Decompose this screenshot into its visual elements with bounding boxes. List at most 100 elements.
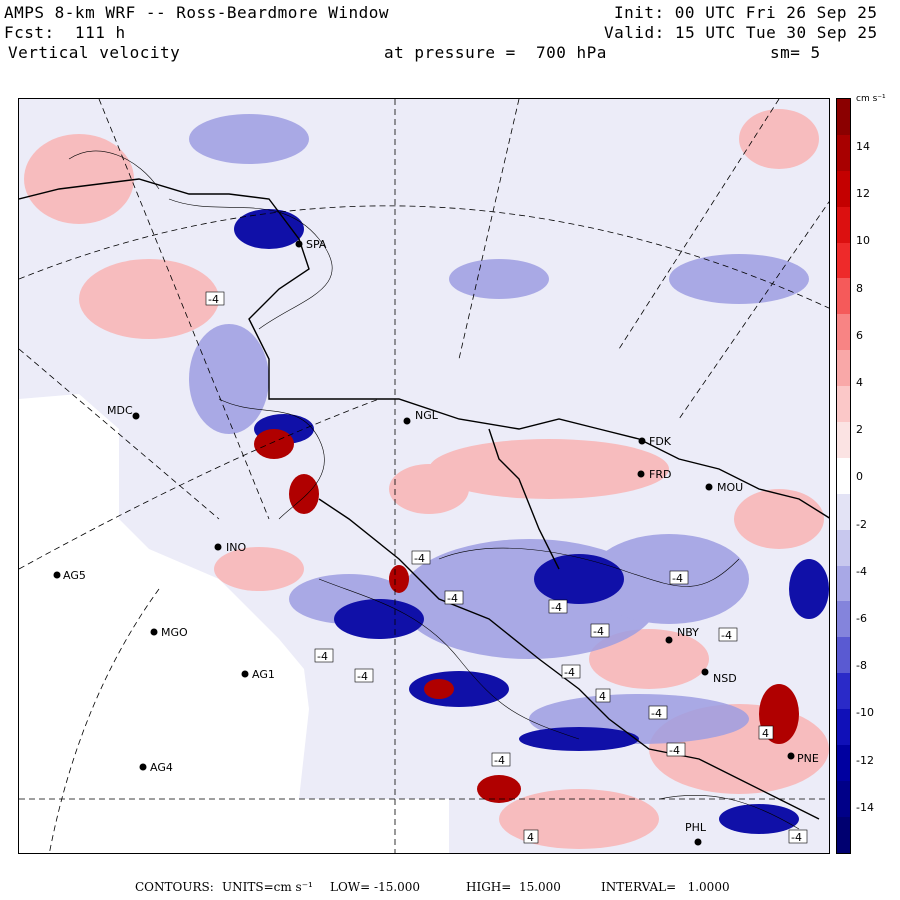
svg-text:-4: -4: [593, 625, 604, 638]
init-time: Init: 00 UTC Fri 26 Sep 25: [614, 3, 878, 22]
contour-label: -4: [354, 668, 374, 683]
svg-text:-4: -4: [317, 650, 328, 663]
vertical-velocity-map: MDC NGL FDK FRD MOU INO: [19, 99, 829, 853]
color-scale-tick-label: -8: [856, 659, 867, 673]
ross-ice-shelf-no-data: [19, 394, 309, 799]
color-scale-segment: [837, 637, 850, 674]
contour-label: -4: [444, 590, 464, 605]
svg-text:-4: -4: [672, 572, 683, 585]
color-scale-segment: [837, 493, 850, 530]
footer-contours: CONTOURS:: [135, 880, 214, 894]
svg-text:-4: -4: [494, 754, 505, 767]
contour-label: -4: [669, 570, 689, 585]
svg-text:AG1: AG1: [252, 668, 275, 681]
color-scale-bar: [836, 98, 851, 854]
svg-text:FRD: FRD: [649, 468, 671, 481]
contour-label: -4: [411, 550, 431, 565]
footer-low: LOW= -15.000: [330, 880, 421, 894]
color-scale-segment: [837, 745, 850, 781]
coastline: [19, 178, 829, 820]
contour-lines: [68, 150, 800, 830]
contour-label: 4: [523, 829, 539, 844]
color-scale-segment: [837, 565, 850, 602]
color-scale-tick-label: 8: [856, 281, 863, 295]
color-scale-segment: [837, 350, 850, 387]
color-scale-segment: [837, 601, 850, 638]
forecast-hour: Fcst: 111 h: [4, 23, 126, 42]
station-ag5: AG5: [53, 569, 86, 582]
contour-label: 4: [758, 725, 774, 740]
station-phl: PHL: [685, 821, 707, 846]
station-pne: PNE: [787, 752, 819, 765]
svg-text:-4: -4: [791, 831, 802, 844]
color-scale-tick-label: -14: [856, 800, 874, 814]
color-scale-segment: [837, 242, 850, 279]
footer-high: HIGH= 15.000: [466, 880, 561, 894]
svg-text:PNE: PNE: [797, 752, 819, 765]
station-ngl: NGL: [403, 409, 439, 425]
pressure-level: at pressure = 700 hPa: [384, 43, 607, 62]
color-scale-segment: [837, 529, 850, 566]
map-panel: MDC NGL FDK FRD MOU INO: [18, 98, 830, 854]
svg-text:AG5: AG5: [63, 569, 86, 582]
stations: MDC NGL FDK FRD MOU INO: [53, 238, 819, 846]
station-mdc: MDC: [107, 404, 140, 420]
svg-text:NBY: NBY: [677, 626, 699, 639]
color-scale-tick-label: -4: [856, 564, 867, 578]
color-scale-segment: [837, 457, 850, 494]
contour-label: -4: [718, 627, 738, 642]
station-spa: SPA: [295, 238, 327, 251]
svg-text:4: 4: [599, 690, 606, 703]
footer-units: UNITS=cm s⁻¹: [222, 880, 313, 894]
smoothing: sm= 5: [770, 43, 821, 62]
color-scale-segment: [837, 206, 850, 243]
station-mou: MOU: [705, 481, 743, 494]
contour-label: -4: [314, 648, 334, 663]
color-scale-segment: [837, 709, 850, 746]
contour-label: -4: [561, 664, 581, 679]
footer-interval: INTERVAL= 1.0000: [601, 880, 730, 894]
svg-text:-4: -4: [208, 293, 219, 306]
svg-text:-4: -4: [551, 601, 562, 614]
color-scale-segment: [837, 134, 850, 171]
color-scale-segment: [837, 780, 850, 817]
svg-text:-4: -4: [447, 592, 458, 605]
color-scale-segment: [837, 314, 850, 351]
color-scale-tick-label: -6: [856, 612, 867, 625]
svg-text:MGO: MGO: [161, 626, 188, 639]
color-scale-tick-label: 14: [856, 140, 870, 153]
svg-text:-4: -4: [669, 744, 680, 757]
svg-text:-4: -4: [721, 629, 732, 642]
ice-shelf-south: [19, 799, 449, 853]
svg-text:-4: -4: [564, 666, 575, 679]
contour-label: -4: [205, 291, 225, 306]
color-scale-tick-label: -10: [856, 706, 874, 720]
contour-label: -4: [648, 705, 668, 720]
svg-text:-4: -4: [651, 707, 662, 720]
svg-text:-4: -4: [357, 670, 368, 683]
svg-text:-4: -4: [414, 552, 425, 565]
positive-regions: [24, 109, 829, 849]
station-nsd: NSD: [701, 668, 737, 685]
station-frd: FRD: [637, 468, 671, 481]
color-scale-segment: [837, 673, 850, 710]
contour-label: -4: [590, 623, 610, 638]
color-scale-segment: [837, 386, 850, 423]
color-scale-tick-label: 12: [856, 187, 870, 201]
station-ino: INO: [214, 541, 246, 554]
svg-text:FDK: FDK: [649, 435, 672, 448]
color-scale-tick-label: -12: [856, 753, 874, 767]
station-fdk: FDK: [638, 435, 672, 448]
contour-label: -4: [788, 829, 808, 844]
station-mgo: MGO: [150, 626, 188, 639]
svg-text:PHL: PHL: [685, 821, 707, 834]
station-nby: NBY: [665, 626, 699, 644]
color-scale-tick-label: -2: [856, 517, 867, 531]
color-scale-segment: [837, 422, 850, 458]
contour-label: -4: [491, 752, 511, 767]
svg-text:AG4: AG4: [150, 761, 173, 774]
svg-text:4: 4: [527, 831, 534, 844]
field-name: Vertical velocity: [8, 43, 181, 62]
svg-text:INO: INO: [226, 541, 246, 554]
valid-time: Valid: 15 UTC Tue 30 Sep 25: [604, 23, 878, 42]
